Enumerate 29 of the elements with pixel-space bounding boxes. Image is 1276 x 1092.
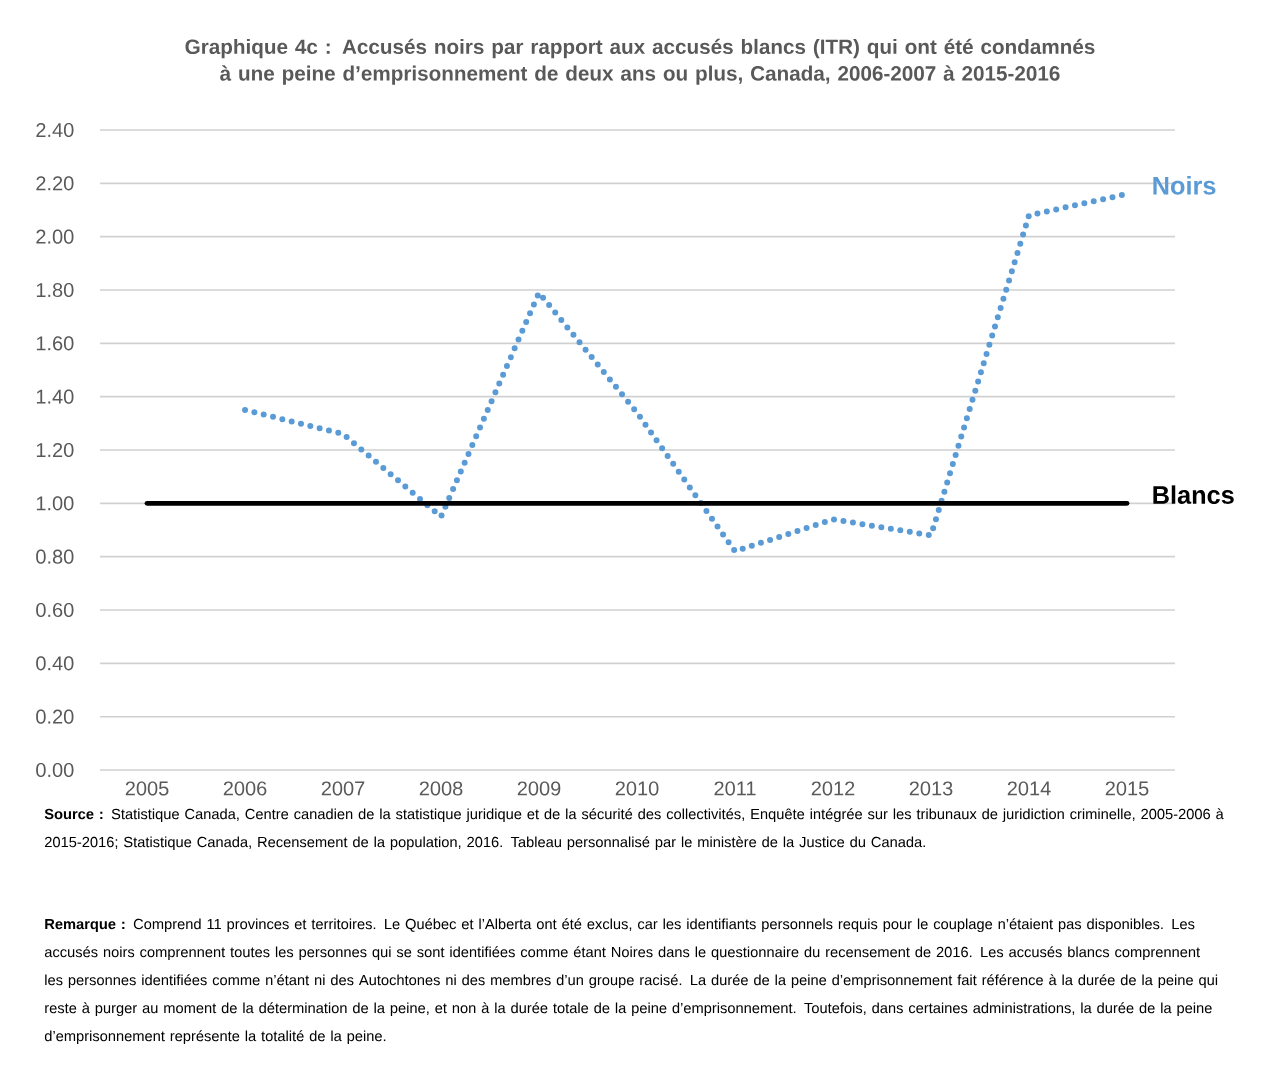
y-tick-label: 1.20 xyxy=(36,442,74,458)
y-tick-label: 2.00 xyxy=(36,229,74,244)
y-tick-label: 1.60 xyxy=(36,336,74,351)
y-tick-label: 0.20 xyxy=(36,709,74,724)
y-tick-label: 0.80 xyxy=(36,549,74,564)
y-tick-label: 0.40 xyxy=(36,656,74,671)
series-label: Blancs xyxy=(1153,485,1234,504)
x-tick-label: 2006 xyxy=(223,781,267,796)
y-tick-label: 2.40 xyxy=(36,122,74,138)
x-tick-label: 2005 xyxy=(125,781,169,796)
x-tick-label: 2013 xyxy=(909,781,953,796)
series-label: Noirs xyxy=(1153,176,1216,195)
y-tick-label: 1.40 xyxy=(36,389,74,404)
x-tick-label: 2007 xyxy=(321,781,365,796)
x-tick-label: 2011 xyxy=(714,781,756,796)
y-tick-label: 1.00 xyxy=(36,496,74,511)
x-tick-label: 2010 xyxy=(615,781,659,796)
x-tick-label: 2014 xyxy=(1007,781,1051,796)
x-tick-label: 2015 xyxy=(1105,781,1149,796)
chart-title: Graphique 4c : Accusés noirs par rapport aux accusés blancs (ITR) qui ont été condamnés à une peine d’emprisonnement de deux ans ou plus, Canada, 2006-2007 à 2015-2016 xyxy=(185,38,1095,85)
x-tick-label: 2012 xyxy=(811,781,855,796)
x-tick-label: 2008 xyxy=(419,781,463,796)
y-tick-label: 0.00 xyxy=(36,762,74,778)
y-tick-label: 1.80 xyxy=(36,282,74,298)
x-tick-label: 2009 xyxy=(517,781,561,796)
y-tick-label: 0.60 xyxy=(36,602,74,618)
text: Remarque : Comprend 11 provinces et territoires. Le Québec et l’Alberta ont été exclus, car les identifiants personnels requis pour le couplage n’étaient pas disponibles. Les accusés noirs comprennent toutes les personnes qui se sont identifiées comme étant Noires dans le questionnaire du recensement de 2016. Les accusés blancs comprennent les personnes identifiées comme n’étant ni des Autochtones ni des membres d’un groupe racisé. La durée de la peine d’emprisonnement fait référence à la durée de la peine qui reste à purger au moment de la détermination de la peine, et non à la durée totale de la peine d’emprisonnement. Toutefois, dans certaines administrations, la durée de la peine d’emprisonnement représente la totalité de la peine. xyxy=(44,918,1218,1045)
y-tick-label: 2.20 xyxy=(36,176,74,191)
text: Source : Statistique Canada, Centre canadien de la statistique juridique et de la sécurité des collectivités, Enquête intégrée sur les tribunaux de juridiction criminelle, 2005-2006 à 2015-2016; Statistique Canada, Recensement de la population, 2016. Tableau personnalisé par le ministère de la Justice du Canada. xyxy=(44,808,1224,851)
